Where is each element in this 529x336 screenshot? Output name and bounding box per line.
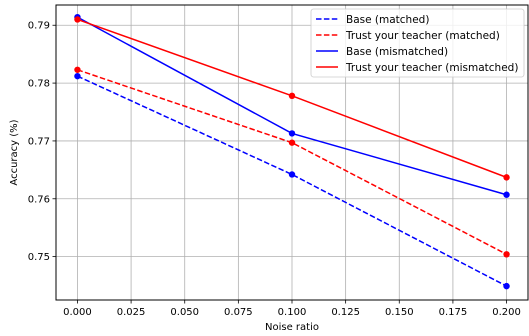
data-point: [74, 66, 81, 73]
data-point: [288, 171, 296, 178]
x-axis-label: Noise ratio: [265, 322, 319, 333]
data-point: [288, 92, 296, 100]
x-tick-label: 0.025: [117, 307, 146, 318]
data-point: [288, 130, 296, 137]
legend: Base (matched) Trust your teacher (matche…: [310, 8, 525, 78]
x-tick-label: 0.175: [439, 307, 468, 318]
legend-box: [310, 8, 525, 78]
legend-label: Trust your teacher (matched): [345, 30, 500, 42]
y-axis-label: Accuracy (%): [9, 119, 20, 185]
y-tick-label: 0.76: [28, 194, 50, 205]
data-point: [288, 139, 296, 146]
legend-label: Trust your teacher (mismatched): [345, 62, 518, 74]
x-tick-label: 0.050: [170, 307, 199, 318]
x-tick-label: 0.150: [385, 307, 414, 318]
y-tick-label: 0.75: [28, 252, 50, 263]
data-point: [503, 174, 510, 181]
data-point: [503, 251, 510, 258]
data-point: [74, 16, 81, 23]
data-point: [74, 72, 81, 80]
legend-label: Base (mismatched): [346, 46, 448, 58]
series-line: [77, 75, 507, 287]
y-tick-label: 0.77: [28, 136, 50, 147]
x-tick-label: 0.075: [224, 307, 253, 318]
data-point: [503, 191, 510, 198]
x-tick-label: 0.100: [278, 307, 307, 318]
y-tick-label: 0.79: [28, 21, 50, 32]
legend-label: Base (matched): [346, 14, 429, 26]
x-tick-label: 0.125: [331, 307, 360, 318]
data-series: [74, 13, 510, 290]
axis-ticks: 0.000 0.025 0.050 0.075 0.100 0.125 0.150 0.175…: [28, 21, 521, 318]
y-tick-label: 0.78: [28, 79, 50, 90]
x-tick-label: 0.000: [63, 307, 92, 318]
data-point: [503, 282, 510, 290]
x-tick-label: 0.200: [492, 307, 521, 318]
